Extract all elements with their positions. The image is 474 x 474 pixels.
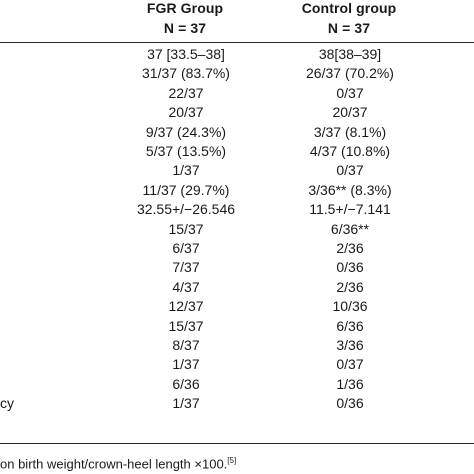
- fgr-value-cell: 6/37: [172, 240, 200, 256]
- fgr-value-cell: 1/37: [172, 162, 200, 178]
- fgr-column-title: FGR Group: [146, 0, 224, 16]
- control-value-cell: 10/36: [332, 298, 368, 314]
- fgr-value-cell: 5/37 (13.5%): [145, 143, 227, 159]
- control-value-cell: 0/37: [336, 356, 364, 372]
- control-column-n: N = 37: [327, 20, 371, 36]
- control-value-cell: 0/36: [336, 259, 364, 275]
- fgr-column-n: N = 37: [163, 20, 207, 36]
- fgr-value-cell: 32.55+/−26.546: [136, 201, 236, 217]
- control-value-cell: 0/36: [336, 395, 364, 411]
- fgr-value-cell: 9/37 (24.3%): [145, 124, 227, 140]
- control-value-cell: 2/36: [336, 279, 364, 295]
- control-value-cell: 0/37: [336, 162, 364, 178]
- footnote-ref: [5]: [227, 456, 237, 465]
- fgr-value-cell: 7/37: [172, 259, 200, 275]
- fgr-value-cell: 8/37: [172, 337, 200, 353]
- control-value-cell: 2/36: [336, 240, 364, 256]
- fgr-value-cell: 20/37: [168, 104, 204, 120]
- control-value-cell: 4/37 (10.8%): [309, 143, 391, 159]
- fgr-value-cell: 22/37: [168, 85, 204, 101]
- control-value-cell: 26/37 (70.2%): [306, 65, 394, 81]
- control-value-cell: 3/37 (8.1%): [313, 124, 387, 140]
- control-value-cell: 20/37: [332, 104, 368, 120]
- fgr-value-cell: 15/37: [168, 318, 204, 334]
- fgr-value-cell: 15/37: [168, 221, 204, 237]
- fgr-value-cell: 12/37: [168, 298, 204, 314]
- fgr-value-cell: 31/37 (83.7%): [142, 65, 230, 81]
- fgr-value-cell: 4/37: [172, 279, 200, 295]
- header-divider: [0, 42, 474, 43]
- fgr-value-cell: 1/37: [172, 356, 200, 372]
- control-value-cell: 1/36: [336, 376, 364, 392]
- control-column-title: Control group: [301, 0, 397, 16]
- table-bottom-rule: [0, 443, 474, 444]
- control-value-cell: 11.5+/−7.141: [309, 201, 391, 217]
- fgr-value-cell: 37 [33.5–38]: [147, 46, 225, 62]
- control-value-cell: 3/36** (8.3%): [308, 182, 392, 198]
- fgr-value-cell: 1/37: [172, 395, 200, 411]
- control-value-cell: 6/36**: [330, 221, 370, 237]
- fgr-value-cell: 6/36: [172, 376, 200, 392]
- control-value-cell: 0/37: [336, 85, 364, 101]
- control-value-cell: 3/36: [336, 337, 364, 353]
- control-value-cell: 38[38–39]: [318, 46, 382, 62]
- control-value-cell: 6/36: [336, 318, 364, 334]
- row-label: cy: [0, 395, 14, 411]
- footnote-text: on birth weight/crown-heel length ×100.: [0, 456, 228, 472]
- fgr-value-cell: 11/37 (29.7%): [142, 182, 230, 198]
- footnote: on birth weight/crown-heel length ×100.[…: [0, 456, 236, 471]
